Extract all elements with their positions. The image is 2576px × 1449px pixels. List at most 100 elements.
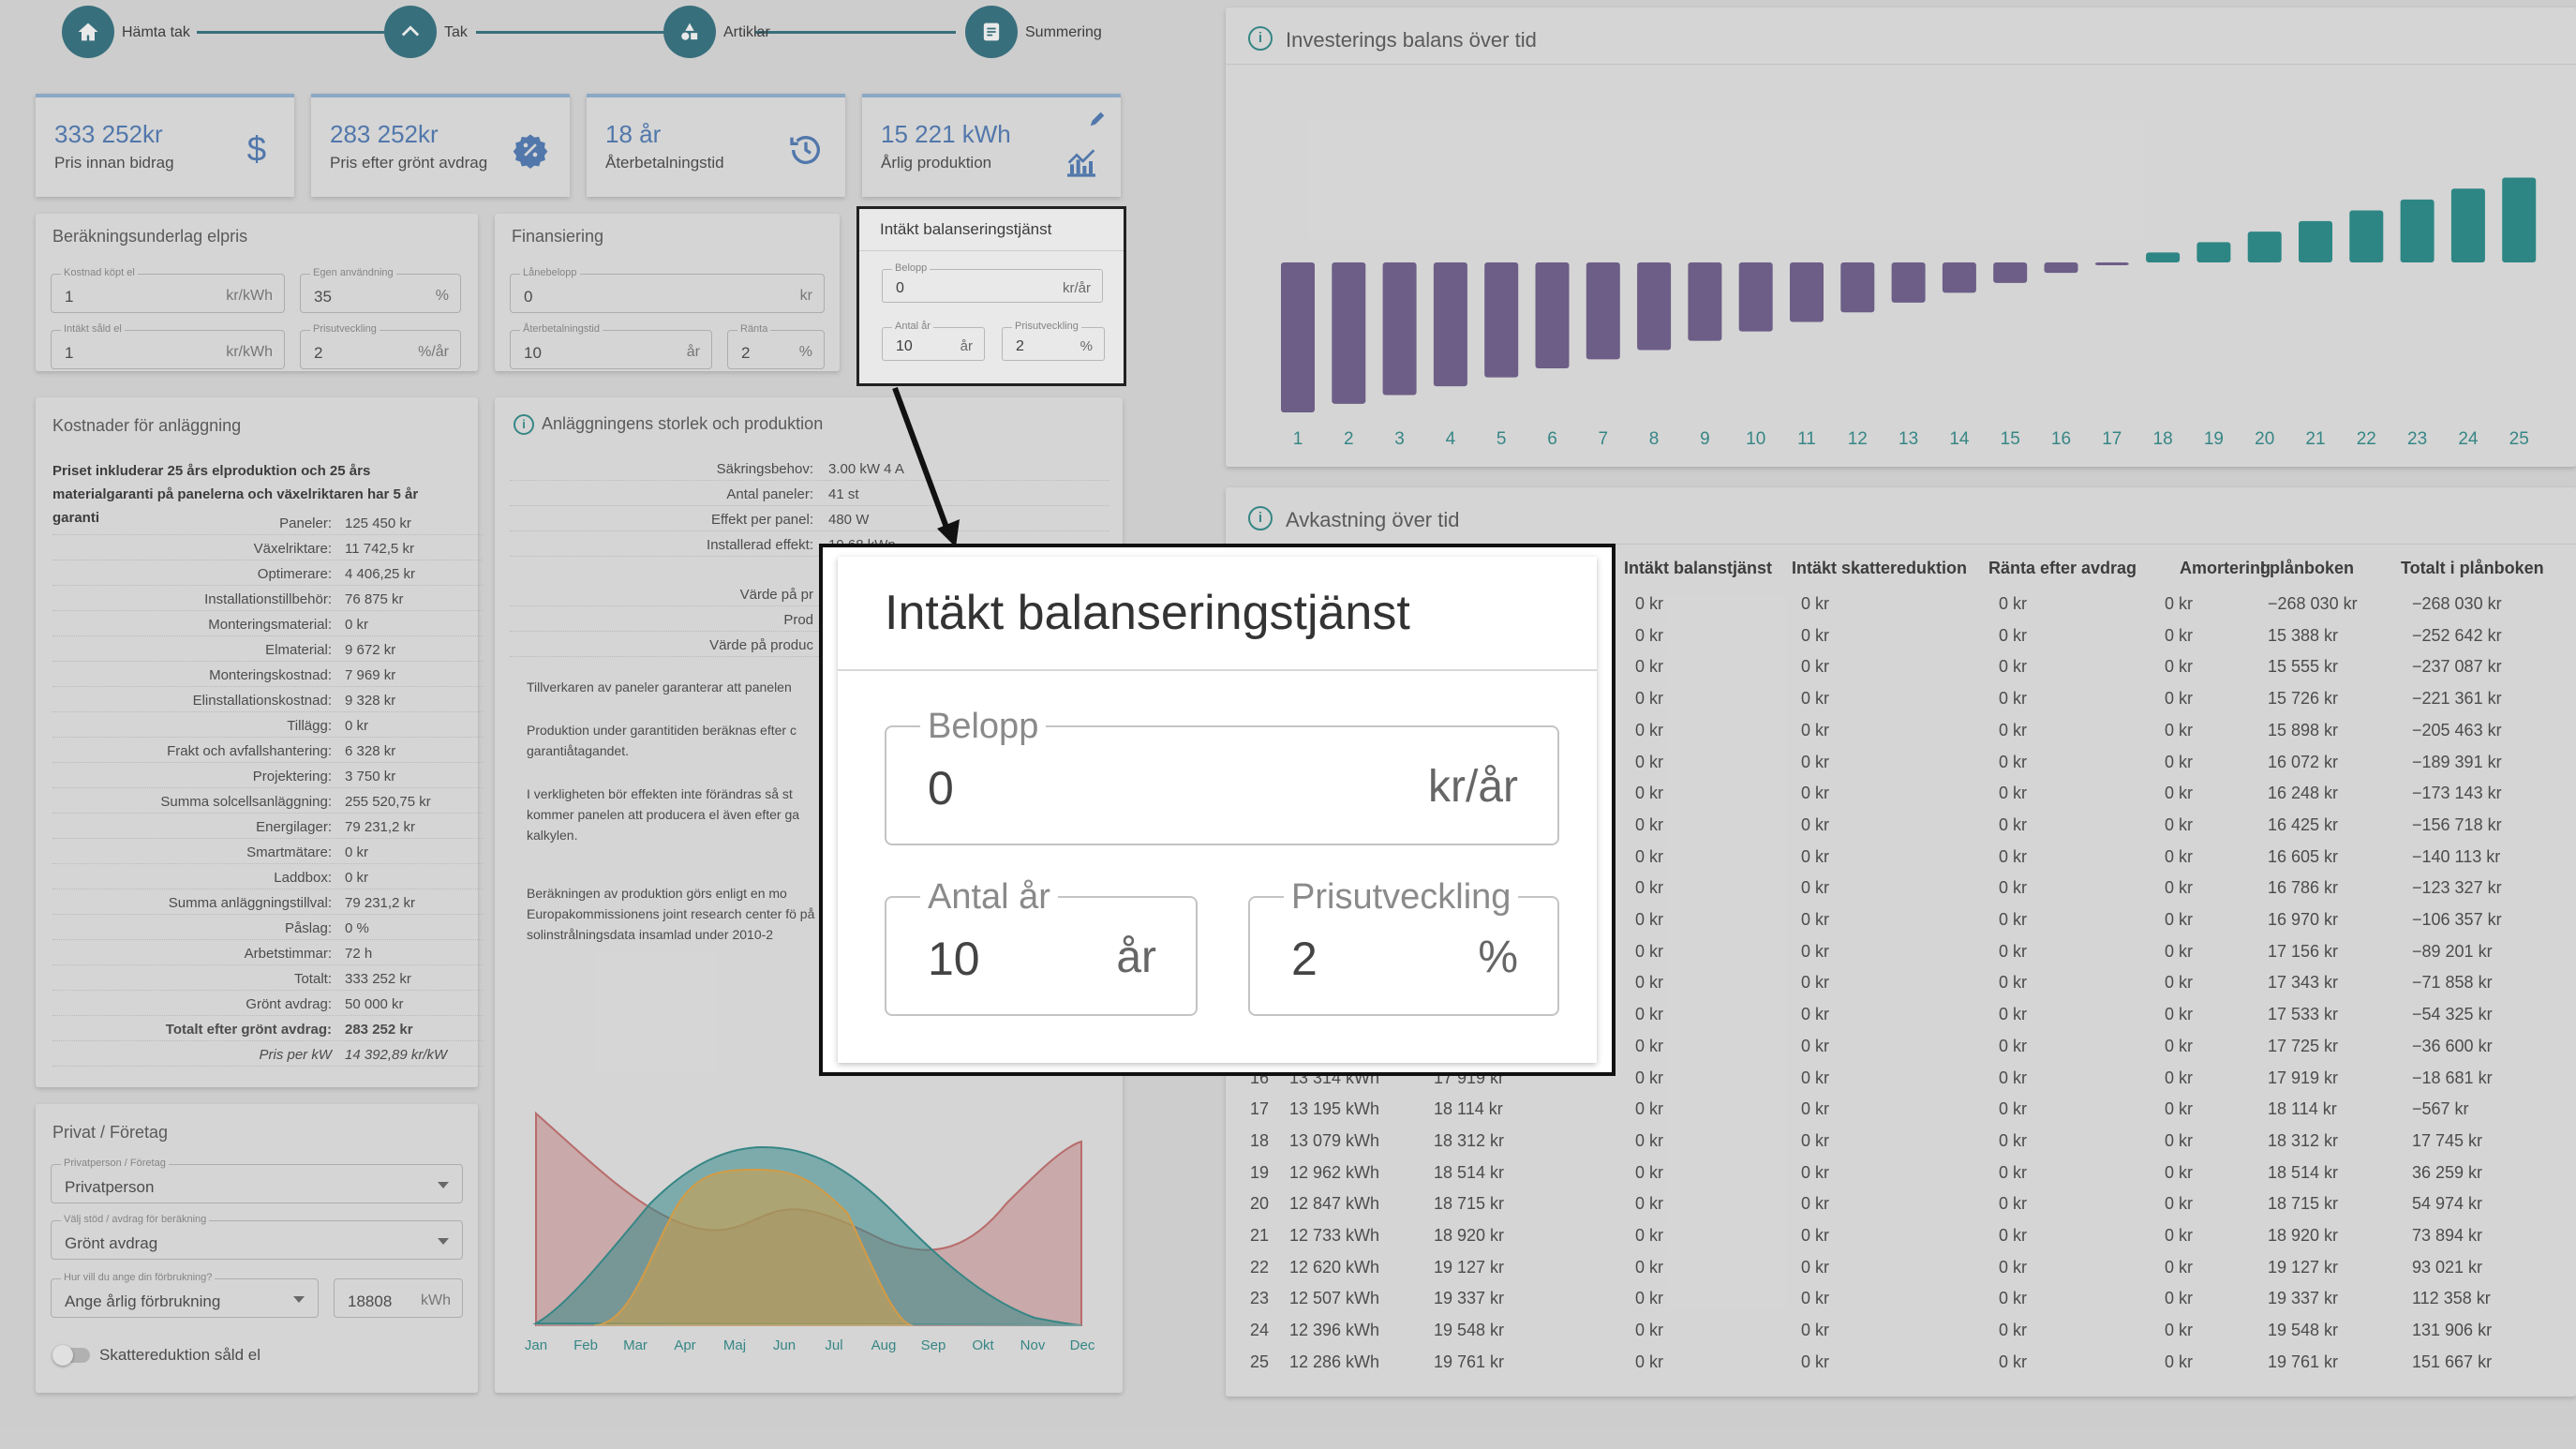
x-tick-label: 15 [2001, 429, 2020, 449]
bar[interactable] [1688, 262, 1722, 341]
bar[interactable] [2299, 220, 2332, 262]
year-cell: 24 [1250, 1321, 1270, 1340]
card-title: Intäkt balanseringstjänst [880, 220, 1052, 238]
bar[interactable] [2502, 177, 2537, 262]
zero-cell: 0 kr [1635, 973, 1664, 993]
zero-cell: 0 kr [1635, 625, 1664, 645]
belopp-field-small[interactable]: Belopp 0 kr/år [882, 262, 1103, 303]
forbrukning-kwh-input[interactable]: 18808 kWh [334, 1278, 463, 1318]
card-title: Kostnader för anläggning [52, 416, 242, 435]
bar[interactable] [1586, 262, 1620, 360]
month-tick: Apr [674, 1337, 695, 1353]
cost-label: Projektering: [252, 769, 332, 784]
month-tick: Jun [773, 1337, 796, 1353]
bar[interactable] [1484, 262, 1519, 378]
belopp-field[interactable]: Belopp 0 kr/år [885, 707, 1559, 845]
bar[interactable] [1790, 262, 1824, 322]
cost-value: 6 328 kr [345, 743, 396, 759]
skattereduktion-toggle[interactable] [52, 1345, 90, 1366]
total-wallet-cell: 93 021 kr [2412, 1257, 2483, 1277]
step-connector [197, 31, 384, 34]
wallet-cell: 18 312 kr [2268, 1130, 2339, 1150]
bar[interactable] [1281, 262, 1315, 412]
antal-ar-field-small[interactable]: Antal år 10 år [882, 321, 985, 361]
bar[interactable] [1433, 262, 1467, 387]
privat-foretag-card: Privat / Företag Privatperson / Företag … [36, 1104, 478, 1393]
step-artiklar[interactable] [663, 6, 716, 58]
bar[interactable] [1942, 262, 1976, 293]
wallet-cell: 16 786 kr [2268, 878, 2339, 898]
bar[interactable] [1332, 262, 1366, 404]
intakt-sald-el-field[interactable]: Intäkt såld el 1 kr/kWh [51, 323, 285, 369]
step-connector [476, 31, 663, 34]
zero-cell: 0 kr [2165, 1130, 2194, 1150]
bar[interactable] [2400, 199, 2435, 262]
prisutveckling-field-small[interactable]: Prisutveckling 2 % [1002, 321, 1105, 361]
month-tick: Jan [525, 1337, 547, 1353]
bar[interactable] [2247, 232, 2282, 262]
anlaggning-label: Installerad effekt: [707, 537, 813, 553]
bar[interactable] [1535, 262, 1570, 369]
lanebelopp-field[interactable]: Lånebelopp 0 kr [510, 267, 825, 313]
zero-cell: 0 kr [1801, 784, 1830, 803]
anlaggning-row: Antal paneler: 41 st [510, 481, 1109, 506]
production-cell: 12 396 kWh [1289, 1321, 1380, 1340]
zero-cell: 0 kr [2165, 689, 2194, 709]
bar[interactable] [2349, 210, 2384, 262]
table-header: Intäkt skattereduktion [1792, 559, 1968, 577]
x-tick-label: 17 [2102, 429, 2122, 449]
bar[interactable] [1738, 262, 1773, 332]
x-tick-label: 25 [2509, 429, 2529, 449]
zero-cell: 0 kr [1635, 1194, 1664, 1214]
wallet-cell: 19 337 kr [2268, 1289, 2339, 1308]
prisutveckling-field[interactable]: Prisutveckling 2 %/år [300, 323, 461, 369]
bar[interactable] [2450, 188, 2485, 262]
cost-row: Optimerare: 4 406,25 kr [52, 560, 484, 586]
zero-cell: 0 kr [1999, 846, 2028, 866]
stod-avdrag-select[interactable]: Välj stöd / avdrag för beräkning Grönt a… [51, 1214, 463, 1260]
card-title: Privat / Företag [52, 1123, 169, 1142]
cost-label: Växelriktare: [253, 541, 332, 557]
bar[interactable] [2044, 262, 2078, 274]
cost-value: 3 750 kr [345, 769, 396, 784]
zero-cell: 0 kr [1635, 720, 1664, 739]
zero-cell: 0 kr [2165, 1162, 2194, 1182]
privatperson-select[interactable]: Privatperson / Företag Privatperson [51, 1158, 463, 1203]
x-tick-label: 19 [2204, 429, 2224, 449]
bar[interactable] [1840, 262, 1875, 313]
bar[interactable] [2196, 242, 2231, 262]
x-tick-label: 22 [2357, 429, 2376, 449]
home-icon [78, 22, 98, 41]
kostnad-kopt-el-field[interactable]: Kostnad köpt el 1 kr/kWh [51, 267, 285, 313]
x-tick-label: 14 [1949, 429, 1970, 449]
step-hamta-tak[interactable] [62, 6, 114, 58]
anlaggning-label: Effekt per panel: [711, 512, 813, 528]
bar[interactable] [2094, 262, 2129, 265]
zero-cell: 0 kr [2165, 1194, 2194, 1214]
aterbetalningstid-field[interactable]: Återbetalningstid 10 år [510, 323, 712, 369]
anlaggning-label: Värde på produc [709, 637, 813, 653]
antal-ar-field[interactable]: Antal år 10 år [885, 877, 1198, 1016]
wallet-cell: 18 114 kr [2268, 1099, 2337, 1119]
document-icon [983, 22, 1000, 41]
bar[interactable] [2146, 252, 2181, 262]
bar[interactable] [1891, 262, 1926, 303]
bar[interactable] [1382, 262, 1417, 396]
zero-cell: 0 kr [1635, 1099, 1664, 1119]
egen-anvandning-field[interactable]: Egen användning 35 % [300, 267, 461, 313]
bar[interactable] [1993, 262, 2028, 283]
prisutveckling-field[interactable]: Prisutveckling 2 % [1248, 877, 1559, 1016]
card-title: Intäkt balanseringstjänst [885, 586, 1410, 640]
total-wallet-cell: −189 391 kr [2412, 752, 2502, 771]
ranta-field[interactable]: Ränta 2 % [727, 323, 825, 369]
year-cell: 23 [1250, 1289, 1270, 1308]
production-cell: 13 195 kWh [1289, 1099, 1380, 1119]
forbrukning-select[interactable]: Hur vill du ange din förbrukning? Ange å… [51, 1272, 319, 1318]
edit-pencil-icon[interactable] [1087, 109, 1108, 129]
step-summering[interactable] [965, 6, 1018, 58]
bar[interactable] [1637, 262, 1672, 351]
value-cell: 19 548 kr [1434, 1321, 1505, 1340]
step-tak[interactable] [384, 6, 437, 58]
x-tick-label: 4 [1446, 429, 1456, 449]
zoom-arrow [892, 386, 960, 547]
